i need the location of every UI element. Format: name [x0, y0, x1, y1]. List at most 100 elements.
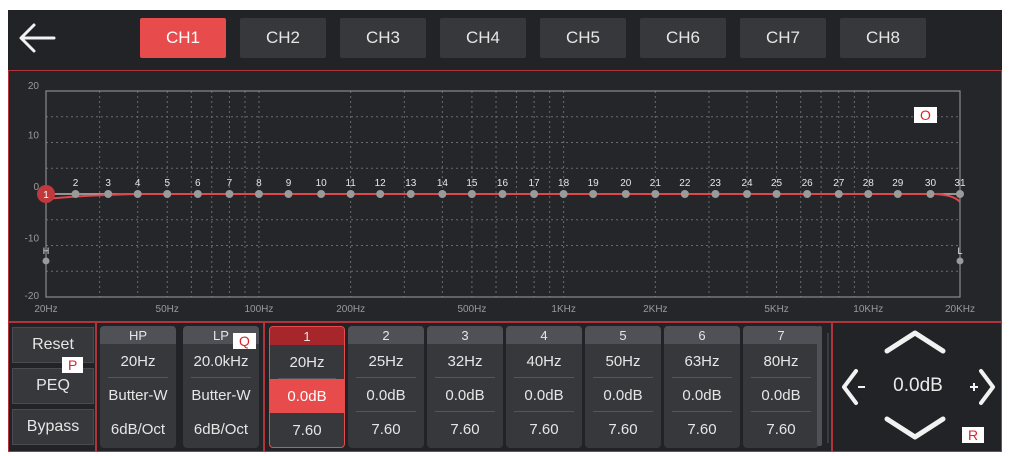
band-point[interactable] [772, 190, 781, 198]
band-point-selected[interactable] [37, 185, 55, 203]
band-point[interactable] [467, 190, 476, 198]
band-point[interactable] [530, 190, 539, 198]
band-point[interactable] [589, 190, 598, 198]
tab-ch4[interactable]: CH4 [440, 18, 526, 58]
band-q[interactable]: 7.60 [450, 420, 480, 438]
band-point[interactable] [956, 190, 964, 198]
x-tick-label: 10KHz [853, 304, 883, 315]
band-point[interactable] [71, 190, 80, 198]
band-point[interactable] [376, 190, 385, 198]
band-frequency[interactable]: 40Hz [506, 344, 582, 378]
band-point[interactable] [225, 190, 234, 198]
y-tick-label: 10 [28, 131, 40, 142]
x-tick-label: 1KHz [551, 304, 575, 315]
tab-ch8[interactable]: CH8 [840, 18, 926, 58]
crossover-panel: HP 20Hz Butter-W 6dB/Oct LP 20.0kHz Butt… [96, 322, 264, 452]
band-number: 5 [585, 326, 661, 344]
eq-graph[interactable]: 20 10 0 -10 -20 20Hz 50Hz 100Hz 200Hz 500Hz 1KHz 2K… [8, 70, 1002, 322]
band-q[interactable]: 7.60 [766, 420, 796, 438]
band-frequency[interactable]: 20Hz [270, 345, 344, 379]
band-list-scrollbar[interactable] [817, 326, 822, 446]
increase-button[interactable] [883, 329, 947, 360]
hp-filter-type[interactable]: Butter-W [108, 386, 168, 404]
tab-ch7[interactable]: CH7 [740, 18, 826, 58]
band-point[interactable] [803, 190, 812, 198]
band-point[interactable] [651, 190, 660, 198]
hp-slope[interactable]: 6dB/Oct [110, 420, 166, 438]
band-frequency[interactable]: 32Hz [427, 344, 503, 378]
band-point-label: 19 [588, 178, 600, 189]
band-point-label: 15 [466, 178, 478, 189]
tab-ch5[interactable]: CH5 [540, 18, 626, 58]
band-point[interactable] [406, 190, 415, 198]
band-gain[interactable]: 0.0dB [427, 378, 503, 412]
band-q[interactable]: 7.60 [608, 420, 638, 438]
band-point[interactable] [926, 190, 935, 198]
band-frequency[interactable]: 63Hz [664, 344, 740, 378]
band-point[interactable] [864, 190, 873, 198]
peq-button[interactable]: PEQ [12, 368, 94, 404]
band-card-1[interactable]: 1 20Hz 0.0dB 7.60 [269, 326, 345, 448]
band-point-label: 3 [105, 178, 111, 189]
tab-ch3[interactable]: CH3 [340, 18, 426, 58]
band-gain[interactable]: 0.0dB [348, 378, 424, 412]
band-point[interactable] [834, 190, 843, 198]
band-gain[interactable]: 0.0dB [585, 378, 661, 412]
band-point[interactable] [254, 190, 263, 198]
band-card-6[interactable]: 6 63Hz 0.0dB 7.60 [664, 326, 740, 448]
band-point[interactable] [559, 190, 568, 198]
tab-ch6[interactable]: CH6 [640, 18, 726, 58]
eq-curve-plot[interactable]: 20 10 0 -10 -20 20Hz 50Hz 100Hz 200Hz 500Hz 1KHz 2K… [9, 71, 1001, 321]
band-gain[interactable]: 0.0dB [506, 378, 582, 412]
band-point-label: 30 [925, 178, 937, 189]
chevron-down-icon [884, 416, 946, 440]
band-gain[interactable]: 0.0dB [664, 378, 740, 412]
band-frequency[interactable]: 80Hz [743, 344, 819, 378]
band-card-4[interactable]: 4 40Hz 0.0dB 7.60 [506, 326, 582, 448]
band-q[interactable]: 7.60 [529, 420, 559, 438]
band-card-5[interactable]: 5 50Hz 0.0dB 7.60 [585, 326, 661, 448]
band-frequency[interactable]: 50Hz [585, 344, 661, 378]
band-card-7[interactable]: 7 80Hz 0.0dB 7.60 [743, 326, 819, 448]
band-point[interactable] [317, 190, 326, 198]
previous-minus-button[interactable] [839, 367, 869, 412]
band-q[interactable]: 7.60 [371, 420, 401, 438]
annotation-marker-q: Q [233, 333, 256, 349]
bypass-button[interactable]: Bypass [12, 409, 94, 445]
band-gain[interactable]: 0.0dB [743, 378, 819, 412]
band-point[interactable] [346, 190, 355, 198]
tab-ch2[interactable]: CH2 [240, 18, 326, 58]
arrow-left-icon [19, 23, 56, 53]
band-point[interactable] [743, 190, 752, 198]
next-plus-button[interactable] [967, 367, 997, 412]
lp-frequency[interactable]: 20.0kHz [183, 344, 259, 378]
lp-slope[interactable]: 6dB/Oct [193, 420, 249, 438]
band-point[interactable] [893, 190, 902, 198]
hp-point[interactable] [42, 257, 50, 265]
hp-frequency[interactable]: 20Hz [100, 344, 176, 378]
band-point[interactable] [498, 190, 507, 198]
band-frequency[interactable]: 25Hz [348, 344, 424, 378]
band-gain[interactable]: 0.0dB [270, 379, 344, 413]
back-button[interactable] [16, 20, 58, 56]
band-point[interactable] [680, 190, 689, 198]
band-point[interactable] [621, 190, 630, 198]
band-card-2[interactable]: 2 25Hz 0.0dB 7.60 [348, 326, 424, 448]
band-point[interactable] [104, 190, 113, 198]
tab-ch1[interactable]: CH1 [140, 18, 226, 58]
lp-filter-type[interactable]: Butter-W [191, 386, 251, 404]
band-q[interactable]: 7.60 [292, 421, 322, 439]
band-point[interactable] [193, 190, 202, 198]
band-point[interactable] [163, 190, 172, 198]
band-point[interactable] [711, 190, 720, 198]
band-card-3[interactable]: 3 32Hz 0.0dB 7.60 [427, 326, 503, 448]
band-point-label: 2 [73, 178, 79, 189]
band-point-label: 4 [135, 178, 141, 189]
lp-point[interactable] [956, 257, 964, 265]
band-point[interactable] [438, 190, 447, 198]
band-q[interactable]: 7.60 [687, 420, 717, 438]
band-point[interactable] [284, 190, 293, 198]
band-point[interactable] [133, 190, 142, 198]
band-point-label: 13 [405, 178, 417, 189]
decrease-button[interactable] [883, 415, 947, 448]
